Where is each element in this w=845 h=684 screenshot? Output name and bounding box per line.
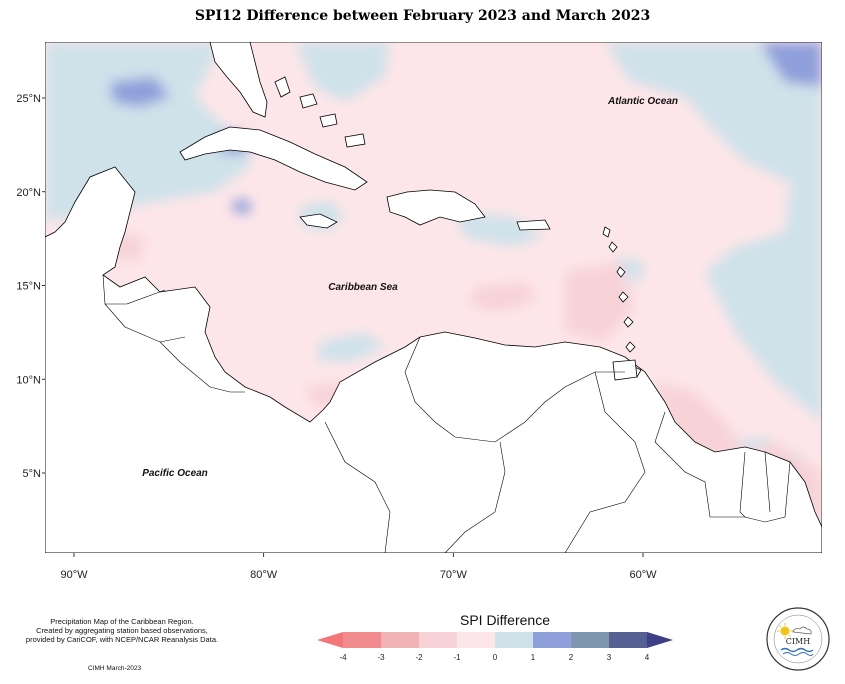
legend-swatch bbox=[381, 632, 419, 648]
legend-swatch bbox=[609, 632, 647, 648]
sun-icon bbox=[777, 623, 793, 639]
credit-line-1: Precipitation Map of the Caribbean Regio… bbox=[50, 617, 194, 626]
legend-title: SPI Difference bbox=[459, 612, 550, 628]
legend-tick-label: 2 bbox=[569, 653, 574, 662]
legend-tick-label: -3 bbox=[377, 653, 385, 662]
ocean-label-atlantic: Atlantic Ocean bbox=[607, 96, 678, 107]
map-panel: Atlantic Ocean Caribbean Sea Pacific Oce… bbox=[45, 42, 822, 553]
legend-swatch bbox=[419, 632, 457, 648]
lat-tick-label: 10°N bbox=[16, 374, 41, 386]
lat-tick-label: 15°N bbox=[16, 281, 41, 293]
legend-swatch bbox=[533, 632, 571, 648]
cloud-icon bbox=[792, 626, 812, 635]
legend-tick-label: 0 bbox=[493, 653, 498, 662]
credit-line-2: Created by aggregating station based obs… bbox=[36, 626, 208, 635]
credit-block: Precipitation Map of the Caribbean Regio… bbox=[12, 617, 232, 644]
wave-icon bbox=[782, 652, 814, 656]
legend-tick-label: -1 bbox=[453, 653, 461, 662]
legend-tick-label: -4 bbox=[339, 653, 347, 662]
map-title: SPI12 Difference between February 2023 a… bbox=[194, 8, 651, 24]
ocean-label-pacific: Pacific Ocean bbox=[142, 468, 208, 479]
lat-tick-label: 5°N bbox=[23, 468, 42, 480]
legend-tick-label: 4 bbox=[645, 653, 650, 662]
land-masses bbox=[45, 42, 822, 553]
color-legend: -4 -3 -2 -1 0 1 2 3 4 bbox=[317, 632, 673, 662]
legend-tick-label: 1 bbox=[531, 653, 536, 662]
lat-tick-label: 25°N bbox=[16, 93, 41, 105]
wave-icon bbox=[780, 647, 814, 653]
legend-high-arrow bbox=[647, 632, 673, 648]
legend-swatch bbox=[457, 632, 495, 648]
lon-tick-label: 80°W bbox=[250, 569, 278, 581]
lon-tick-label: 60°W bbox=[629, 569, 657, 581]
lon-tick-label: 70°W bbox=[440, 569, 468, 581]
lat-tick-label: 20°N bbox=[16, 187, 41, 199]
cimh-logo: CIMH bbox=[766, 607, 830, 671]
legend-tick-label: 3 bbox=[607, 653, 612, 662]
legend-swatch bbox=[571, 632, 609, 648]
legend-low-arrow bbox=[317, 632, 343, 648]
credit-date: CIMH March-2023 bbox=[88, 665, 142, 672]
legend-tick-label: -2 bbox=[415, 653, 423, 662]
ocean-label-caribbean: Caribbean Sea bbox=[328, 282, 398, 293]
legend-swatch bbox=[343, 632, 381, 648]
legend-swatch bbox=[495, 632, 533, 648]
logo-text: CIMH bbox=[786, 637, 810, 646]
lon-tick-label: 90°W bbox=[60, 569, 88, 581]
country-borders bbox=[102, 274, 791, 553]
credit-line-3: provided by CariCOF, with NCEP/NCAR Rean… bbox=[25, 635, 219, 644]
spi-difference-map: Atlantic Ocean Caribbean Sea Pacific Oce… bbox=[45, 42, 822, 553]
